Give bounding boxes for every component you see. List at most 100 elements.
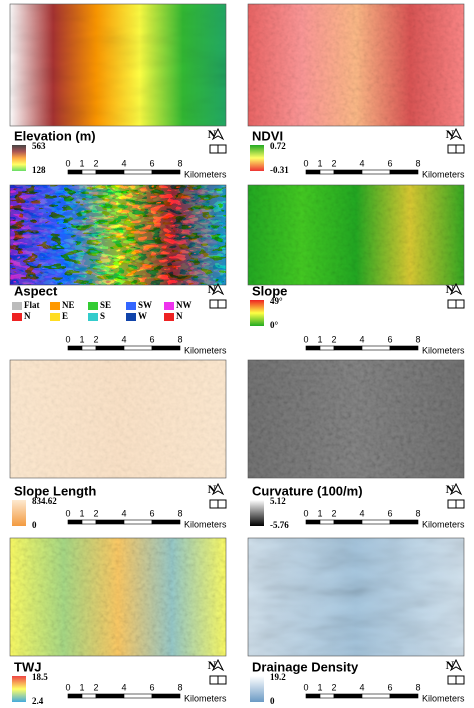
- scale-tick-label: 0: [65, 334, 70, 344]
- panel-title: TWJ: [14, 659, 41, 674]
- legend-min: 0: [270, 696, 275, 706]
- scale-tick-label: 0: [303, 158, 308, 168]
- scale-tick-label: 1: [317, 334, 322, 344]
- legend-ramp: [12, 500, 26, 526]
- north-label: N: [208, 658, 217, 672]
- scale-tick-label: 2: [331, 158, 336, 168]
- scale-tick-label: 8: [415, 334, 420, 344]
- scale-tick-label: 6: [387, 334, 392, 344]
- legend-min: -0.31: [270, 165, 289, 175]
- north-arrow: [447, 282, 465, 309]
- scale-unit: Kilometers: [422, 169, 465, 179]
- legend-class: Flat: [24, 300, 40, 310]
- north-arrow: [447, 658, 465, 685]
- scale-segment: [305, 169, 321, 175]
- map-texture: [10, 538, 226, 656]
- scale-segment: [151, 519, 181, 525]
- scale-tick-label: 6: [387, 682, 392, 692]
- scale-tick-label: 0: [65, 158, 70, 168]
- scale-tick-label: 2: [93, 334, 98, 344]
- legend-class: S: [100, 311, 105, 321]
- scale-tick-label: 0: [303, 508, 308, 518]
- legend-ramp: [12, 676, 26, 702]
- legend-class: N: [24, 311, 31, 321]
- scale-segment: [151, 169, 181, 175]
- scale-tick-label: 2: [93, 508, 98, 518]
- legend-ramp: [250, 676, 264, 702]
- scale-tick-label: 1: [317, 508, 322, 518]
- scale-unit: Kilometers: [422, 519, 465, 529]
- scale-tick-label: 2: [331, 508, 336, 518]
- legend-max: 49°: [270, 296, 283, 306]
- scale-segment: [361, 345, 391, 351]
- map-texture: [248, 4, 464, 126]
- scale-tick-label: 8: [415, 508, 420, 518]
- scale-segment: [67, 519, 83, 525]
- scale-segment: [123, 169, 153, 175]
- map-panel: Curvature (100/m)5.12 -5.76 0 1 2 4 6 8Kilomete…: [247, 359, 465, 530]
- legend-class: NE: [62, 300, 75, 310]
- map-texture: [10, 360, 226, 478]
- north-arrow: [447, 482, 465, 509]
- legend-swatch: [164, 302, 174, 310]
- scale-tick-label: 0: [303, 682, 308, 692]
- north-label: N: [446, 127, 455, 141]
- scale-tick-label: 8: [177, 508, 182, 518]
- panel-title: Slope: [252, 283, 287, 298]
- scale-tick-label: 8: [415, 682, 420, 692]
- legend-min: 2.4: [32, 696, 44, 706]
- panel-title: Curvature (100/m): [252, 483, 363, 498]
- legend-class: N: [176, 311, 183, 321]
- map-texture: [248, 185, 464, 285]
- scale-tick-label: 4: [121, 334, 126, 344]
- scale-segment: [67, 169, 83, 175]
- scale-tick-label: 0: [65, 508, 70, 518]
- scale-segment: [319, 345, 335, 351]
- scale-tick-label: 1: [79, 508, 84, 518]
- legend-swatch: [126, 313, 136, 321]
- legend-min: 0°: [270, 320, 279, 330]
- scale-tick-label: 1: [79, 334, 84, 344]
- north-label: N: [208, 127, 217, 141]
- legend-class: E: [62, 311, 68, 321]
- north-arrow: [209, 482, 227, 509]
- scale-segment: [305, 693, 321, 699]
- scale-tick-label: 4: [121, 158, 126, 168]
- scale-segment: [67, 345, 83, 351]
- scale-tick-label: 1: [317, 158, 322, 168]
- scale-tick-label: 6: [149, 508, 154, 518]
- map-texture: [248, 538, 464, 656]
- scale-unit: Kilometers: [422, 345, 465, 355]
- legend-ramp: [250, 300, 264, 326]
- legend-class: SW: [138, 300, 152, 310]
- scale-unit: Kilometers: [184, 345, 227, 355]
- north-arrow: [209, 282, 227, 309]
- scale-segment: [361, 169, 391, 175]
- legend-class: NW: [176, 300, 192, 310]
- scale-tick-label: 2: [331, 334, 336, 344]
- scale-segment: [333, 693, 363, 699]
- scale-segment: [305, 519, 321, 525]
- north-label: N: [446, 482, 455, 496]
- scale-unit: Kilometers: [184, 693, 227, 703]
- scale-tick-label: 8: [415, 158, 420, 168]
- scale-unit: Kilometers: [184, 519, 227, 529]
- scale-segment: [67, 693, 83, 699]
- legend-max: 834.62: [32, 496, 57, 506]
- legend-swatch: [50, 313, 60, 321]
- legend-swatch: [88, 302, 98, 310]
- scale-segment: [333, 345, 363, 351]
- north-label: N: [208, 482, 217, 496]
- panel-title: Slope Length: [14, 483, 96, 498]
- scale-tick-label: 4: [359, 682, 364, 692]
- panel-title: Aspect: [14, 283, 58, 298]
- scale-segment: [389, 693, 419, 699]
- north-arrow: [209, 658, 227, 685]
- scale-segment: [81, 345, 97, 351]
- legend-max: 18.5: [32, 672, 48, 682]
- scale-tick-label: 0: [303, 334, 308, 344]
